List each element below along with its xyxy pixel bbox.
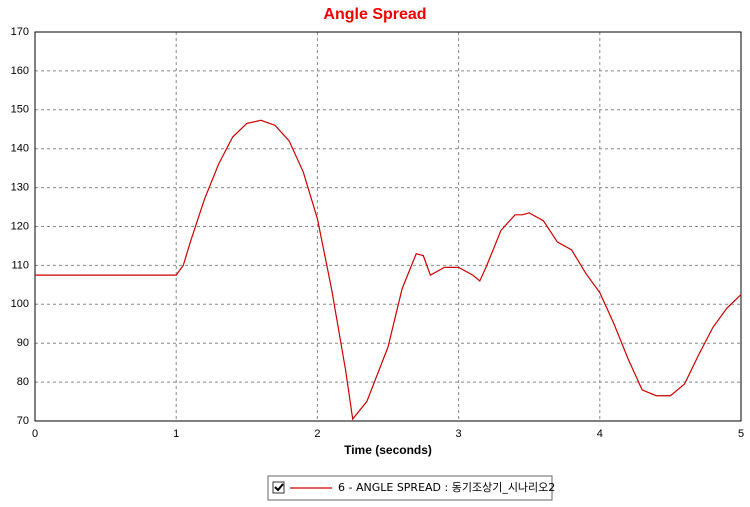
legend-label: 6 - ANGLE SPREAD : 동기조상기_시나리오2: [338, 481, 555, 494]
y-tick-label: 130: [11, 182, 29, 194]
y-tick-label: 150: [11, 104, 29, 116]
x-tick-label: 3: [456, 428, 462, 440]
checkmark: [274, 483, 284, 492]
y-tick-label: 110: [11, 259, 29, 271]
y-tick-label: 140: [11, 143, 29, 155]
y-tick-label: 170: [11, 26, 29, 38]
plot-frame: [34, 31, 742, 422]
y-tick-label: 120: [11, 220, 29, 232]
legend-checkbox[interactable]: [272, 481, 285, 494]
y-tick-label: 70: [17, 415, 29, 427]
y-tick-label: 80: [17, 376, 29, 388]
data-line: [35, 119, 742, 421]
x-tick-label: 2: [314, 428, 320, 440]
x-tick-label: 5: [738, 428, 744, 440]
x-tick-label: 1: [173, 428, 179, 440]
y-tick-label: 100: [11, 298, 29, 310]
x-axis-label: Time (seconds): [344, 443, 432, 457]
x-tick-label: 0: [32, 428, 38, 440]
y-tick-label: 160: [11, 65, 29, 77]
y-tick-label: 90: [17, 337, 29, 349]
x-tick-label: 4: [597, 428, 603, 440]
chart-title: Angle Spread: [323, 6, 426, 23]
